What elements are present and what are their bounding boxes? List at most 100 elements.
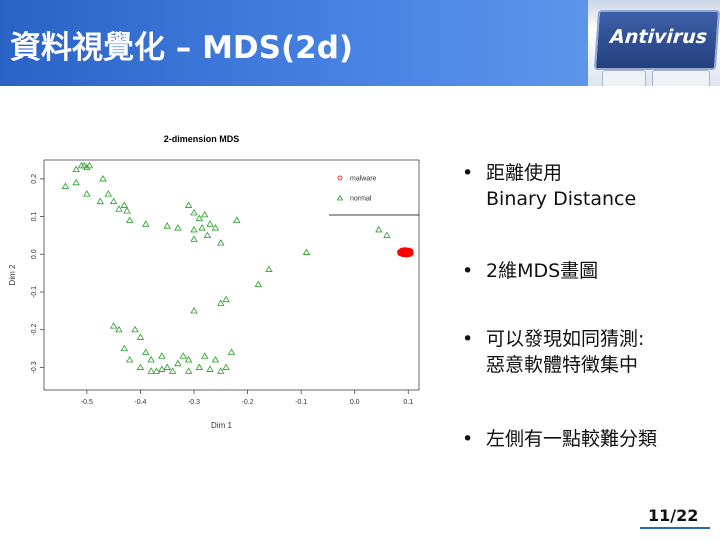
data-point-normal (302, 248, 311, 255)
data-point-normal (222, 363, 230, 370)
data-point-normal (104, 190, 112, 197)
page-number: 11/22 (648, 506, 699, 525)
data-point-normal (211, 356, 220, 363)
data-point-normal (120, 201, 129, 208)
keyboard-key-small (602, 70, 646, 86)
x-tick-label: -0.5 (81, 399, 93, 406)
bullet-dot: • (462, 328, 474, 350)
page-number-underline (640, 527, 710, 529)
bullet-line: 惡意軟體特徵集中 (486, 354, 639, 376)
legend-label: malware (350, 176, 377, 183)
data-point-normal (126, 356, 134, 363)
bullet-dot: • (462, 428, 474, 450)
data-point-normal (174, 224, 182, 231)
data-point-normal (115, 325, 123, 333)
x-tick-label: -0.3 (188, 399, 200, 406)
data-point-normal (131, 325, 139, 333)
data-point-malware (398, 249, 403, 254)
data-point-normal (217, 367, 225, 374)
bullet-line: 2維MDS畫圖 (486, 260, 599, 282)
data-point-normal (72, 165, 80, 173)
data-point-normal (184, 201, 193, 208)
data-point-normal (265, 265, 273, 272)
legend-marker (337, 175, 343, 181)
data-point-normal (126, 216, 134, 223)
data-point-normal (142, 220, 150, 227)
x-axis-label: Dim 1 (211, 421, 232, 430)
data-point-normal (233, 216, 241, 223)
banner-key-label: Antivirus (609, 26, 708, 48)
antivirus-banner-image: Antivirus (588, 0, 720, 86)
data-point-normal (83, 190, 91, 197)
data-point-malware (406, 252, 412, 258)
legend-marker (336, 194, 344, 201)
data-point-normal (77, 161, 86, 169)
x-tick-label: -0.2 (242, 399, 254, 406)
data-point-normal (61, 182, 70, 189)
y-axis-label: Dim 2 (8, 264, 17, 285)
data-point-normal (179, 352, 187, 359)
data-point-normal (174, 359, 182, 367)
data-point-normal (227, 348, 236, 355)
data-point-normal (190, 307, 198, 314)
data-point-normal (203, 231, 212, 239)
data-point-normal (163, 222, 171, 229)
data-point-normal (136, 363, 145, 370)
data-point-normal (217, 299, 225, 306)
data-point-normal (109, 197, 118, 205)
x-tick-label: -0.4 (134, 399, 146, 406)
data-point-normal (184, 356, 193, 363)
data-point-normal (163, 363, 171, 370)
data-point-normal (147, 367, 155, 374)
x-tick-label: 0.1 (403, 399, 413, 406)
data-point-normal (375, 225, 383, 233)
data-point-normal (72, 178, 80, 186)
y-tick-label: -0.1 (31, 286, 38, 298)
data-point-normal (152, 367, 161, 374)
header-bar: 資料視覺化 – MDS(2d) Antivirus (0, 0, 720, 86)
x-tick-label: 0.0 (350, 399, 360, 406)
data-point-normal (142, 348, 150, 355)
chart-title: 2-dimension MDS (164, 134, 240, 144)
bullet-dot: • (462, 162, 474, 184)
data-point-normal (123, 207, 131, 214)
y-tick-label: -0.2 (31, 324, 38, 336)
data-point-normal (206, 220, 214, 227)
bullet-text: 距離使用 Binary Distance (486, 160, 636, 212)
x-tick-label: -0.1 (295, 399, 307, 406)
slide-title: 資料視覺化 – MDS(2d) (10, 30, 354, 66)
keyboard-key-small (652, 70, 710, 86)
data-point-normal (136, 333, 145, 340)
bullet-text: 左側有一點較難分類 (486, 426, 657, 452)
bullet-line: 左側有一點較難分類 (486, 428, 658, 450)
bullet-text: 可以發現如同猜測: 惡意軟體特徵集中 (486, 326, 644, 378)
data-point-malware (401, 250, 406, 255)
bullet-line: Binary Distance (486, 188, 637, 210)
data-point-normal (254, 280, 262, 288)
data-point-normal (168, 367, 177, 374)
data-point-normal (147, 356, 155, 363)
data-point-normal (201, 352, 209, 359)
data-point-normal (211, 224, 220, 231)
data-point-normal (195, 214, 204, 222)
legend-label: normal (350, 196, 372, 203)
data-point-normal (158, 365, 166, 372)
data-point-normal (96, 197, 104, 205)
bullet-line: 距離使用 (486, 162, 563, 184)
data-point-normal (115, 205, 123, 212)
data-point-normal (198, 224, 206, 231)
data-point-normal (158, 352, 166, 359)
data-point-normal (83, 163, 91, 171)
data-point-normal (190, 208, 198, 216)
data-point-normal (99, 175, 107, 182)
data-point-normal (184, 367, 193, 374)
mds-scatter-chart: 2-dimension MDS -0.5 -0.4 -0.3 -0.2 -0.1 0.0 0.… (8, 134, 420, 430)
data-point-normal (85, 161, 94, 169)
data-point-normal (109, 322, 118, 329)
data-point-normal (206, 365, 214, 372)
data-point-malware (403, 250, 408, 255)
y-tick-label: -0.3 (31, 361, 38, 373)
keyboard-key-image: Antivirus (593, 10, 720, 70)
y-tick-label: 0.2 (31, 174, 38, 184)
y-tick-label: 0.1 (31, 212, 38, 222)
